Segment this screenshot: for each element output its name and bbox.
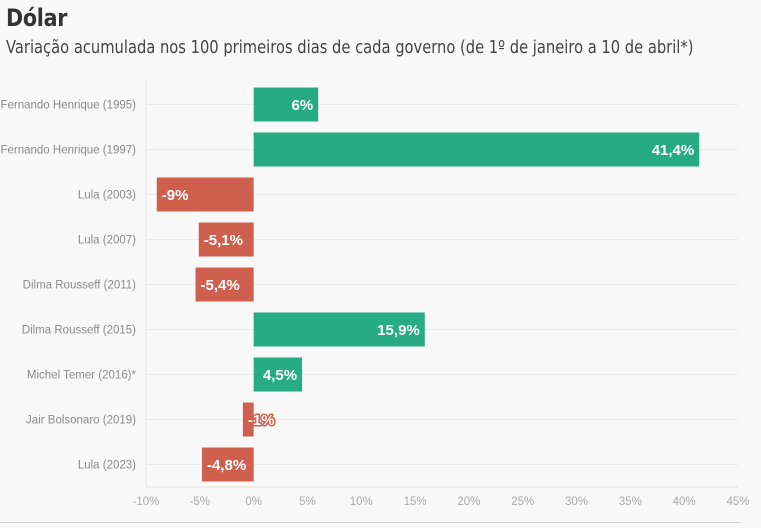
value-label: 6% xyxy=(292,97,314,114)
category-label: Lula (2007) xyxy=(78,235,136,247)
value-label: -5,1% xyxy=(204,232,243,249)
x-tick-label: 0% xyxy=(245,496,262,508)
bar xyxy=(201,447,254,482)
bar xyxy=(195,267,254,302)
x-tick-label: 20% xyxy=(457,496,480,508)
value-label: -1% xyxy=(248,412,275,429)
x-tick-label: 25% xyxy=(511,496,534,508)
category-label: Dilma Rousseff (2011) xyxy=(23,280,137,292)
x-tick-label: 40% xyxy=(673,496,696,508)
bar xyxy=(253,312,425,347)
x-tick-label: 45% xyxy=(726,496,749,508)
bar xyxy=(156,177,254,212)
x-tick-label: -5% xyxy=(190,496,210,508)
x-tick-label: 35% xyxy=(619,496,642,508)
value-label: -9% xyxy=(162,187,189,204)
category-label: Dilma Rousseff (2015) xyxy=(22,325,136,337)
value-label: 41,4% xyxy=(652,142,695,159)
category-label: Lula (2023) xyxy=(78,460,136,472)
bar xyxy=(198,222,254,257)
x-tick-label: 30% xyxy=(565,496,588,508)
x-tick-label: 10% xyxy=(350,496,373,508)
chart-title: Dólar xyxy=(6,4,68,32)
category-label: Fernando Henrique (1995) xyxy=(0,100,136,112)
x-tick-label: -10% xyxy=(133,496,160,508)
bar xyxy=(253,357,303,392)
category-label: Lula (2003) xyxy=(78,190,136,202)
value-label: 4,5% xyxy=(263,367,297,384)
bottom-divider xyxy=(0,522,740,523)
bar xyxy=(242,402,254,437)
value-label: -4,8% xyxy=(207,457,246,474)
category-label: Michel Temer (2016)* xyxy=(27,370,137,382)
category-label: Fernando Henrique (1997) xyxy=(0,145,136,157)
x-tick-label: 5% xyxy=(299,496,316,508)
bar xyxy=(253,132,700,167)
value-label: 15,9% xyxy=(377,322,420,339)
category-label: Jair Bolsonaro (2019) xyxy=(26,415,136,427)
bar xyxy=(253,87,319,122)
x-tick-label: 15% xyxy=(404,496,427,508)
chart-subtitle: Variação acumulada nos 100 primeiros dia… xyxy=(6,38,694,58)
value-label: -5,4% xyxy=(201,277,240,294)
